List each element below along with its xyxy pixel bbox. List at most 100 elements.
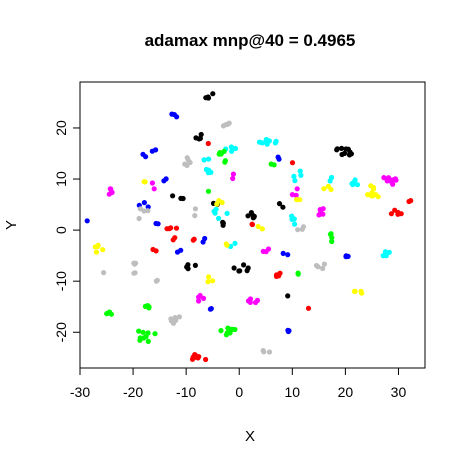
data-point (241, 262, 247, 268)
data-point (285, 252, 291, 258)
data-point (365, 192, 371, 198)
data-point (172, 235, 178, 241)
data-point (327, 231, 333, 237)
data-point (352, 177, 358, 183)
data-point (292, 178, 298, 184)
data-point (164, 226, 170, 232)
data-point (180, 195, 186, 202)
data-point (247, 299, 253, 305)
data-point (198, 131, 204, 138)
chart-title: adamax mnp@40 = 0.4965 (145, 31, 356, 50)
data-point (205, 188, 212, 194)
data-point (216, 198, 222, 204)
y-tick-label: 0 (53, 226, 69, 234)
data-point (84, 218, 90, 224)
data-point (232, 145, 239, 152)
y-axis: -20 -10 0 10 20 (53, 120, 81, 342)
data-point (141, 208, 147, 214)
data-point (266, 349, 273, 355)
data-point (295, 227, 301, 233)
data-point (224, 210, 230, 216)
data-point (245, 265, 251, 271)
data-point (320, 211, 326, 217)
y-tick-label: 20 (53, 120, 69, 136)
data-point (305, 305, 312, 311)
data-point (145, 338, 151, 344)
data-point (320, 265, 326, 272)
data-point (368, 183, 374, 189)
data-point (249, 221, 255, 228)
data-point (220, 219, 226, 225)
data-point (321, 186, 327, 192)
data-point (334, 146, 340, 152)
data-point (232, 240, 238, 246)
data-point (273, 138, 279, 144)
data-point (171, 112, 177, 118)
data-point (382, 249, 388, 255)
data-point (276, 156, 282, 162)
data-point (216, 151, 222, 157)
data-point (141, 200, 147, 206)
data-point (259, 226, 265, 232)
data-point (149, 180, 155, 186)
data-point (178, 247, 184, 253)
data-point (222, 158, 228, 164)
x-tick-label: -20 (123, 384, 143, 400)
data-point (315, 264, 321, 270)
data-point (201, 157, 207, 163)
data-point (100, 247, 106, 253)
data-point (266, 138, 272, 144)
data-point (210, 91, 216, 97)
data-point (300, 224, 307, 230)
x-tick-label: 30 (391, 384, 407, 400)
data-point (95, 243, 101, 249)
data-point (208, 169, 214, 175)
data-point (390, 181, 396, 187)
data-point (230, 171, 236, 177)
data-point (285, 328, 291, 335)
data-point (220, 123, 226, 129)
data-point (280, 250, 286, 256)
data-point (197, 135, 203, 141)
x-tick-label: -10 (176, 384, 196, 400)
data-point (168, 318, 174, 324)
data-point (207, 306, 213, 312)
data-point (203, 166, 209, 173)
data-point (347, 149, 353, 155)
data-point (245, 213, 251, 219)
data-point (289, 216, 295, 222)
data-point (212, 210, 218, 216)
data-point (93, 249, 99, 255)
data-point (210, 278, 216, 284)
data-point (297, 197, 303, 203)
data-point (236, 268, 242, 274)
data-point (252, 299, 259, 306)
data-point (380, 253, 386, 259)
data-point (224, 121, 231, 127)
x-tick-label: -30 (70, 384, 90, 400)
data-point (345, 253, 351, 259)
data-point (354, 182, 361, 188)
data-point (187, 159, 193, 166)
data-point (146, 305, 152, 311)
data-point (142, 179, 148, 185)
y-axis-label: Y (3, 220, 20, 230)
data-point (328, 186, 334, 193)
data-point (297, 168, 303, 174)
data-point (145, 330, 151, 336)
data-point (173, 225, 180, 231)
data-point (152, 331, 158, 337)
data-point (256, 139, 263, 145)
data-point (231, 265, 237, 271)
data-point (329, 238, 335, 245)
data-point (223, 241, 229, 247)
data-point (155, 221, 161, 227)
data-point (104, 311, 110, 317)
y-tick-label: -10 (53, 271, 69, 291)
data-point (298, 172, 304, 178)
data-point (151, 186, 157, 192)
data-point (140, 151, 146, 157)
data-point (154, 277, 160, 283)
data-point (136, 215, 142, 222)
data-point (285, 293, 291, 299)
